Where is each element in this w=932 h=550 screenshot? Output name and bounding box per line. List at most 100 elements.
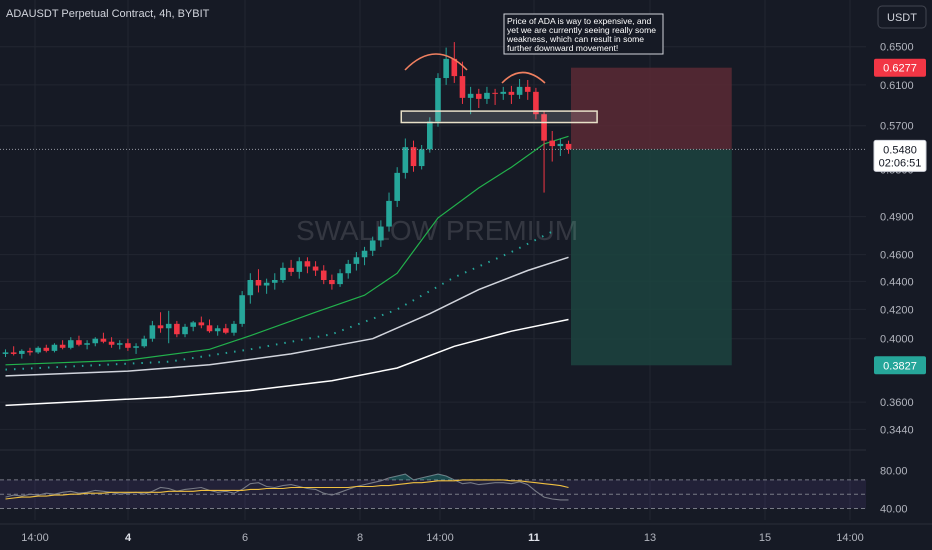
- candle[interactable]: [288, 259, 294, 276]
- candle[interactable]: [263, 278, 270, 294]
- stop-loss-zone[interactable]: [570, 67, 732, 150]
- candle[interactable]: [394, 167, 400, 207]
- candle[interactable]: [133, 343, 139, 354]
- candle[interactable]: [329, 274, 335, 290]
- candle[interactable]: [43, 344, 50, 353]
- rsi-ma-line: [5, 479, 569, 500]
- candle-body: [239, 295, 245, 324]
- candle[interactable]: [361, 246, 368, 266]
- candle[interactable]: [500, 86, 507, 100]
- candle-body: [165, 323, 172, 329]
- candle[interactable]: [492, 88, 498, 105]
- drawings[interactable]: [0, 53, 866, 150]
- candle-body: [435, 78, 441, 122]
- candle[interactable]: [190, 320, 196, 332]
- candle[interactable]: [459, 61, 466, 104]
- candle[interactable]: [149, 320, 156, 342]
- candle[interactable]: [418, 144, 425, 170]
- candle-body: [386, 200, 392, 227]
- candle[interactable]: [541, 111, 547, 193]
- candle[interactable]: [549, 130, 556, 162]
- head-arc[interactable]: [404, 53, 468, 71]
- candle[interactable]: [467, 86, 474, 115]
- candle[interactable]: [100, 332, 107, 344]
- candle[interactable]: [19, 349, 25, 359]
- candle[interactable]: [165, 310, 172, 344]
- candle[interactable]: [353, 252, 360, 271]
- candle-body: [182, 326, 188, 335]
- candle[interactable]: [475, 88, 482, 109]
- candle-body: [271, 280, 278, 283]
- candle[interactable]: [386, 192, 392, 232]
- shoulder-arc[interactable]: [501, 71, 546, 84]
- chart-title: ADAUSDT Perpetual Contract, 4h, BYBIT: [6, 8, 210, 20]
- candle[interactable]: [443, 47, 449, 85]
- candle[interactable]: [206, 319, 213, 333]
- candle[interactable]: [345, 259, 352, 279]
- candle[interactable]: [157, 312, 164, 333]
- candle[interactable]: [247, 273, 254, 304]
- currency-button[interactable]: USDT: [877, 5, 927, 29]
- candle[interactable]: [125, 338, 131, 351]
- time-axis[interactable]: 14:00 4 6 8 14:00 11 13 15 14:00: [0, 523, 932, 550]
- candles[interactable]: [2, 42, 572, 359]
- candle[interactable]: [182, 323, 188, 338]
- candle[interactable]: [296, 257, 303, 279]
- candle[interactable]: [76, 335, 82, 347]
- annotation-callout[interactable]: Price of ADA is way to expensive, and ye…: [503, 13, 664, 55]
- candle[interactable]: [141, 335, 148, 348]
- candle[interactable]: [533, 87, 539, 120]
- candle[interactable]: [280, 262, 286, 283]
- last-price-label: 0.5480: [883, 144, 917, 156]
- annotation-line-3: weakness, which can result in some: [506, 34, 644, 44]
- candle[interactable]: [92, 337, 99, 347]
- candle[interactable]: [484, 86, 490, 104]
- candle-body: [223, 328, 229, 333]
- candle[interactable]: [84, 340, 90, 350]
- candle-body: [92, 338, 99, 344]
- candle[interactable]: [378, 220, 384, 247]
- candle[interactable]: [51, 343, 58, 353]
- candle[interactable]: [27, 347, 33, 356]
- candle[interactable]: [116, 340, 123, 350]
- candle[interactable]: [451, 42, 458, 83]
- candle[interactable]: [59, 340, 66, 350]
- candle[interactable]: [255, 269, 262, 293]
- candle[interactable]: [10, 346, 17, 356]
- take-profit-zone[interactable]: [570, 149, 732, 366]
- candle[interactable]: [312, 261, 319, 276]
- candle[interactable]: [565, 140, 572, 154]
- candle[interactable]: [402, 138, 409, 179]
- candle[interactable]: [435, 73, 441, 127]
- candle[interactable]: [108, 337, 115, 348]
- neckline-box[interactable]: [400, 110, 598, 124]
- annotation-line-1: Price of ADA is way to expensive, and: [507, 16, 651, 26]
- candle[interactable]: [524, 79, 531, 100]
- candle[interactable]: [223, 323, 229, 335]
- candle[interactable]: [231, 320, 237, 336]
- candle[interactable]: [304, 257, 311, 274]
- candle[interactable]: [198, 316, 205, 329]
- candle[interactable]: [174, 320, 180, 338]
- candle[interactable]: [508, 85, 515, 104]
- price-axis[interactable]: 0.6500 0.6100 0.5700 0.4900 0.4600 0.4400 0.42…: [866, 0, 932, 550]
- rsi-pane[interactable]: [0, 449, 866, 510]
- candle[interactable]: [239, 291, 245, 327]
- candle[interactable]: [67, 337, 74, 350]
- candle-body: [467, 93, 474, 98]
- candle[interactable]: [2, 349, 9, 358]
- candle[interactable]: [410, 140, 417, 172]
- candle[interactable]: [271, 273, 278, 290]
- candle[interactable]: [516, 79, 523, 99]
- position-tool[interactable]: [570, 67, 732, 366]
- candle-body: [214, 328, 221, 332]
- candle[interactable]: [337, 269, 343, 287]
- candle[interactable]: [35, 346, 41, 354]
- candle[interactable]: [320, 265, 327, 285]
- candle-body: [353, 257, 360, 264]
- candle[interactable]: [369, 236, 376, 256]
- candle[interactable]: [214, 325, 221, 336]
- candle[interactable]: [557, 138, 564, 156]
- target-price-badge: [874, 356, 926, 375]
